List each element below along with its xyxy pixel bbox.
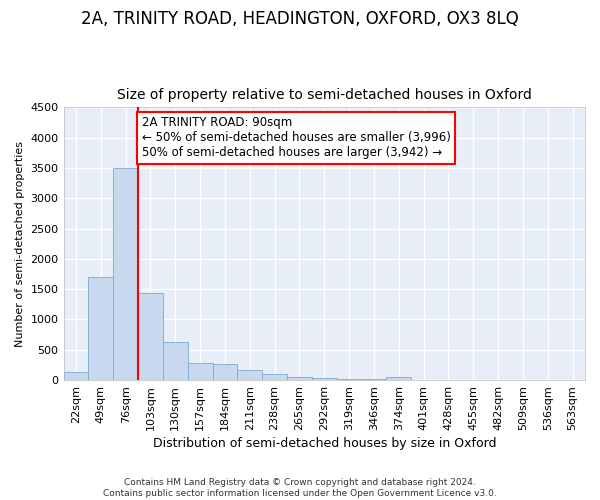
Text: 2A, TRINITY ROAD, HEADINGTON, OXFORD, OX3 8LQ: 2A, TRINITY ROAD, HEADINGTON, OXFORD, OX… — [81, 10, 519, 28]
Bar — [287, 377, 312, 380]
Title: Size of property relative to semi-detached houses in Oxford: Size of property relative to semi-detach… — [117, 88, 532, 102]
Bar — [138, 294, 163, 380]
Bar — [88, 277, 113, 380]
Bar — [64, 372, 88, 380]
Bar — [188, 363, 212, 380]
Bar — [262, 374, 287, 380]
Bar — [212, 364, 238, 380]
X-axis label: Distribution of semi-detached houses by size in Oxford: Distribution of semi-detached houses by … — [152, 437, 496, 450]
Bar — [238, 370, 262, 380]
Bar — [337, 379, 362, 380]
Bar — [312, 378, 337, 380]
Bar — [113, 168, 138, 380]
Text: 2A TRINITY ROAD: 90sqm
← 50% of semi-detached houses are smaller (3,996)
50% of : 2A TRINITY ROAD: 90sqm ← 50% of semi-det… — [142, 116, 451, 160]
Bar — [163, 342, 188, 380]
Y-axis label: Number of semi-detached properties: Number of semi-detached properties — [15, 140, 25, 346]
Bar — [386, 377, 411, 380]
Text: Contains HM Land Registry data © Crown copyright and database right 2024.
Contai: Contains HM Land Registry data © Crown c… — [103, 478, 497, 498]
